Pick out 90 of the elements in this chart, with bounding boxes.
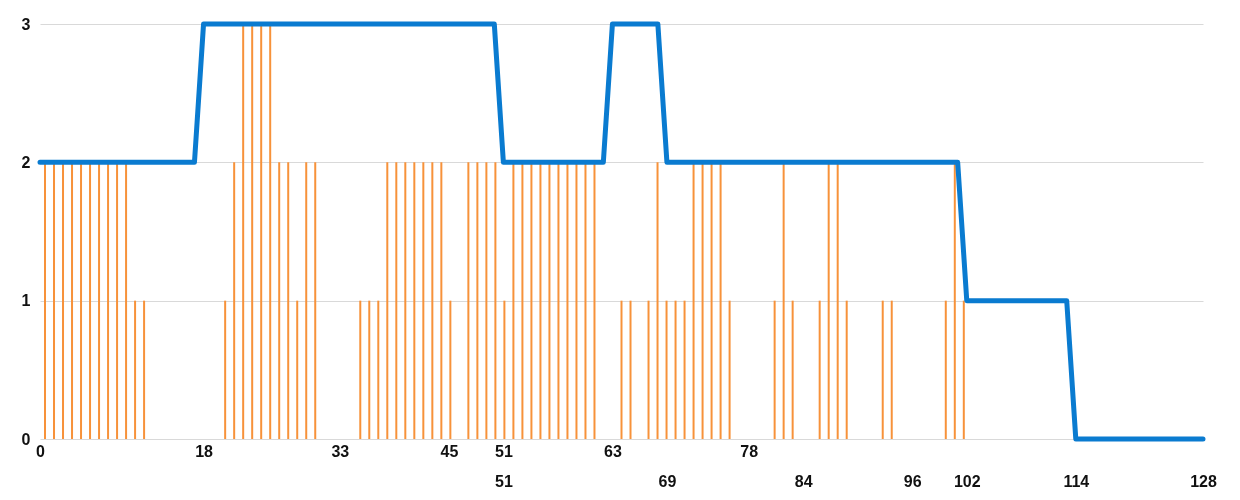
x-tick-label: 51 bbox=[494, 442, 513, 460]
x-tick-label: 45 bbox=[440, 442, 459, 460]
bar bbox=[692, 162, 695, 439]
bar bbox=[962, 300, 965, 439]
bar bbox=[431, 162, 434, 439]
bar bbox=[476, 162, 479, 439]
bar bbox=[287, 162, 290, 439]
bar bbox=[305, 162, 308, 439]
bar bbox=[395, 162, 398, 439]
bar bbox=[134, 300, 137, 439]
bar bbox=[818, 300, 821, 439]
bar bbox=[89, 162, 92, 439]
bar bbox=[260, 24, 263, 439]
bar bbox=[845, 300, 848, 439]
x2-tick-label: 114 bbox=[1063, 472, 1090, 490]
bar bbox=[494, 162, 497, 439]
bar bbox=[107, 162, 110, 439]
bar bbox=[296, 300, 299, 439]
bar bbox=[359, 300, 362, 439]
x-tick-label: 18 bbox=[195, 442, 214, 460]
bar bbox=[701, 162, 704, 439]
bar bbox=[440, 162, 443, 439]
bar bbox=[53, 162, 56, 439]
bar bbox=[647, 300, 650, 439]
x-tick-label: 63 bbox=[604, 442, 622, 460]
bar bbox=[242, 24, 245, 439]
bar bbox=[827, 162, 830, 439]
x2-tick-label: 69 bbox=[658, 472, 677, 490]
y-tick-label: 0 bbox=[21, 430, 31, 448]
bar bbox=[944, 300, 947, 439]
y-tick-label: 3 bbox=[21, 15, 31, 33]
bar bbox=[71, 162, 74, 439]
bar bbox=[710, 162, 713, 439]
bar bbox=[719, 162, 722, 439]
bar bbox=[548, 162, 551, 439]
y-tick-label: 2 bbox=[21, 153, 31, 171]
bar bbox=[143, 300, 146, 439]
x2-tick-label: 51 bbox=[494, 472, 513, 490]
bar bbox=[629, 300, 632, 439]
x2-tick-label: 102 bbox=[953, 472, 981, 490]
bar bbox=[413, 162, 416, 439]
bar bbox=[98, 162, 101, 439]
bar bbox=[620, 300, 623, 439]
bar bbox=[377, 300, 380, 439]
bar bbox=[566, 162, 569, 439]
bar bbox=[116, 162, 119, 439]
x-tick-label: 33 bbox=[331, 442, 350, 460]
bar bbox=[728, 300, 731, 439]
bar bbox=[503, 300, 506, 439]
bar bbox=[224, 300, 227, 439]
bar bbox=[584, 162, 587, 439]
bar bbox=[539, 162, 542, 439]
bar bbox=[44, 162, 46, 439]
bar bbox=[530, 162, 533, 439]
bar bbox=[233, 162, 236, 439]
bar bbox=[773, 300, 776, 439]
bar bbox=[683, 300, 686, 439]
bar bbox=[890, 300, 893, 439]
x-tick-label: 0 bbox=[36, 442, 46, 460]
bar bbox=[557, 162, 560, 439]
bar bbox=[368, 300, 371, 439]
x2-tick-label: 84 bbox=[794, 472, 813, 490]
bar bbox=[512, 162, 515, 439]
bar bbox=[791, 300, 794, 439]
bar bbox=[449, 300, 452, 439]
bar bbox=[521, 162, 524, 439]
bar bbox=[575, 162, 578, 439]
bar bbox=[782, 162, 785, 439]
bar bbox=[836, 162, 839, 439]
bar bbox=[269, 24, 272, 439]
x-tick-label: 78 bbox=[740, 442, 759, 460]
x2-tick-label: 128 bbox=[1190, 472, 1217, 490]
bar bbox=[404, 162, 407, 439]
bar bbox=[593, 162, 596, 439]
bar bbox=[953, 162, 956, 439]
bar bbox=[881, 300, 884, 439]
bar bbox=[665, 300, 668, 439]
bar bbox=[485, 162, 488, 439]
y-tick-label: 1 bbox=[21, 292, 31, 310]
bar bbox=[422, 162, 425, 439]
bar bbox=[80, 162, 83, 439]
bar bbox=[656, 162, 659, 439]
bar bbox=[251, 24, 254, 439]
bar bbox=[125, 162, 128, 439]
bar bbox=[386, 162, 389, 439]
bar bbox=[674, 300, 677, 439]
bar bbox=[314, 162, 317, 439]
x2-tick-label: 96 bbox=[903, 472, 922, 490]
bar bbox=[278, 162, 281, 439]
bar bbox=[467, 162, 470, 439]
